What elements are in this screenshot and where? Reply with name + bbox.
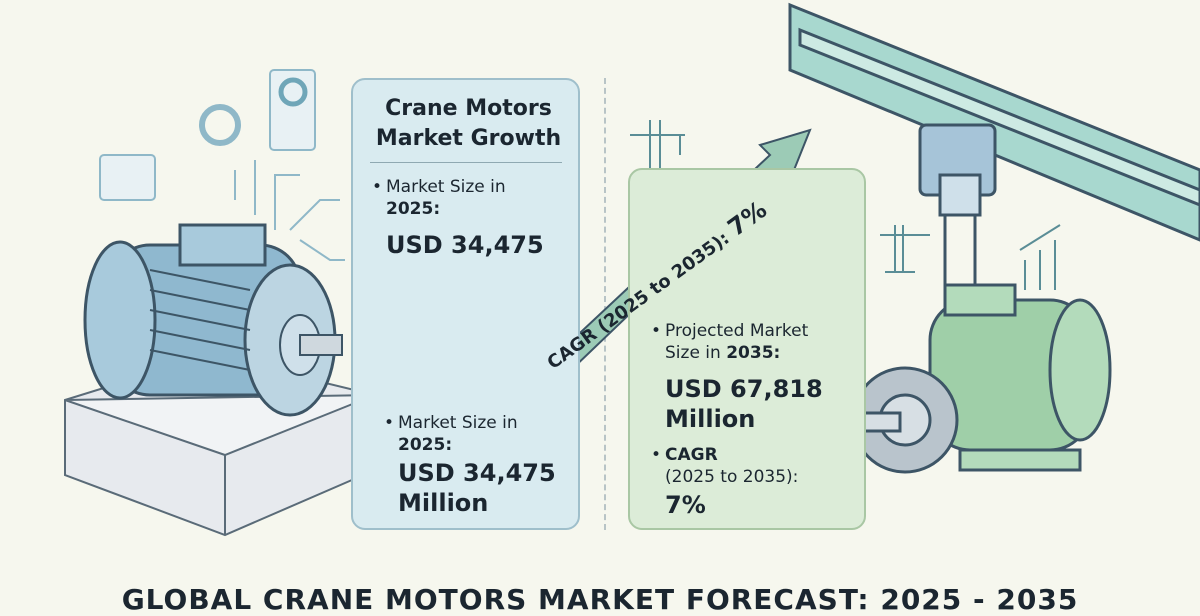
divider [604, 78, 606, 530]
market-size-value-1: USD 34,475 [386, 231, 544, 259]
label-year: 2025: [398, 435, 453, 455]
mini-chart-icon [1019, 224, 1061, 290]
projected-market-label: Projected Market Size in 2035: [651, 320, 809, 364]
title-divider [370, 162, 562, 163]
crane-girder-illustration [788, 2, 1200, 310]
value-unit: Million [665, 405, 756, 433]
market-size-label-2: Market Size in 2025: [384, 412, 518, 456]
projected-market-value: USD 67,818 Million [665, 374, 823, 434]
left-motor-illustration [64, 223, 376, 537]
value-line: USD 34,475 [398, 459, 556, 487]
value-unit: Million [398, 489, 489, 517]
title-line-1: Crane Motors [385, 96, 552, 121]
title-line-2: Market Growth [375, 126, 562, 151]
dashboard-icons [99, 69, 345, 261]
illustration-layer [64, 2, 1200, 537]
label-line: CAGR [665, 445, 718, 465]
crane-icon [630, 120, 930, 273]
market-size-label-1: Market Size in 2025: [372, 176, 506, 220]
value-line: USD 67,818 [665, 375, 823, 403]
cagr-label: CAGR (2025 to 2035): [651, 444, 799, 488]
cagr-value: 7% [665, 491, 706, 519]
label-line: Projected Market [665, 321, 809, 341]
label-period: (2025 to 2035): [665, 467, 799, 487]
label-line: Market Size in [398, 413, 518, 433]
label-year: 2025: [386, 199, 441, 219]
panel-title: Crane Motors Market Growth [366, 94, 571, 154]
label-prefix: Size in [665, 343, 727, 363]
label-line: Market Size in [386, 177, 506, 197]
label-year: 2035: [726, 343, 781, 363]
right-motor-illustration [851, 283, 1112, 474]
market-size-value-2: USD 34,475 Million [398, 458, 556, 518]
